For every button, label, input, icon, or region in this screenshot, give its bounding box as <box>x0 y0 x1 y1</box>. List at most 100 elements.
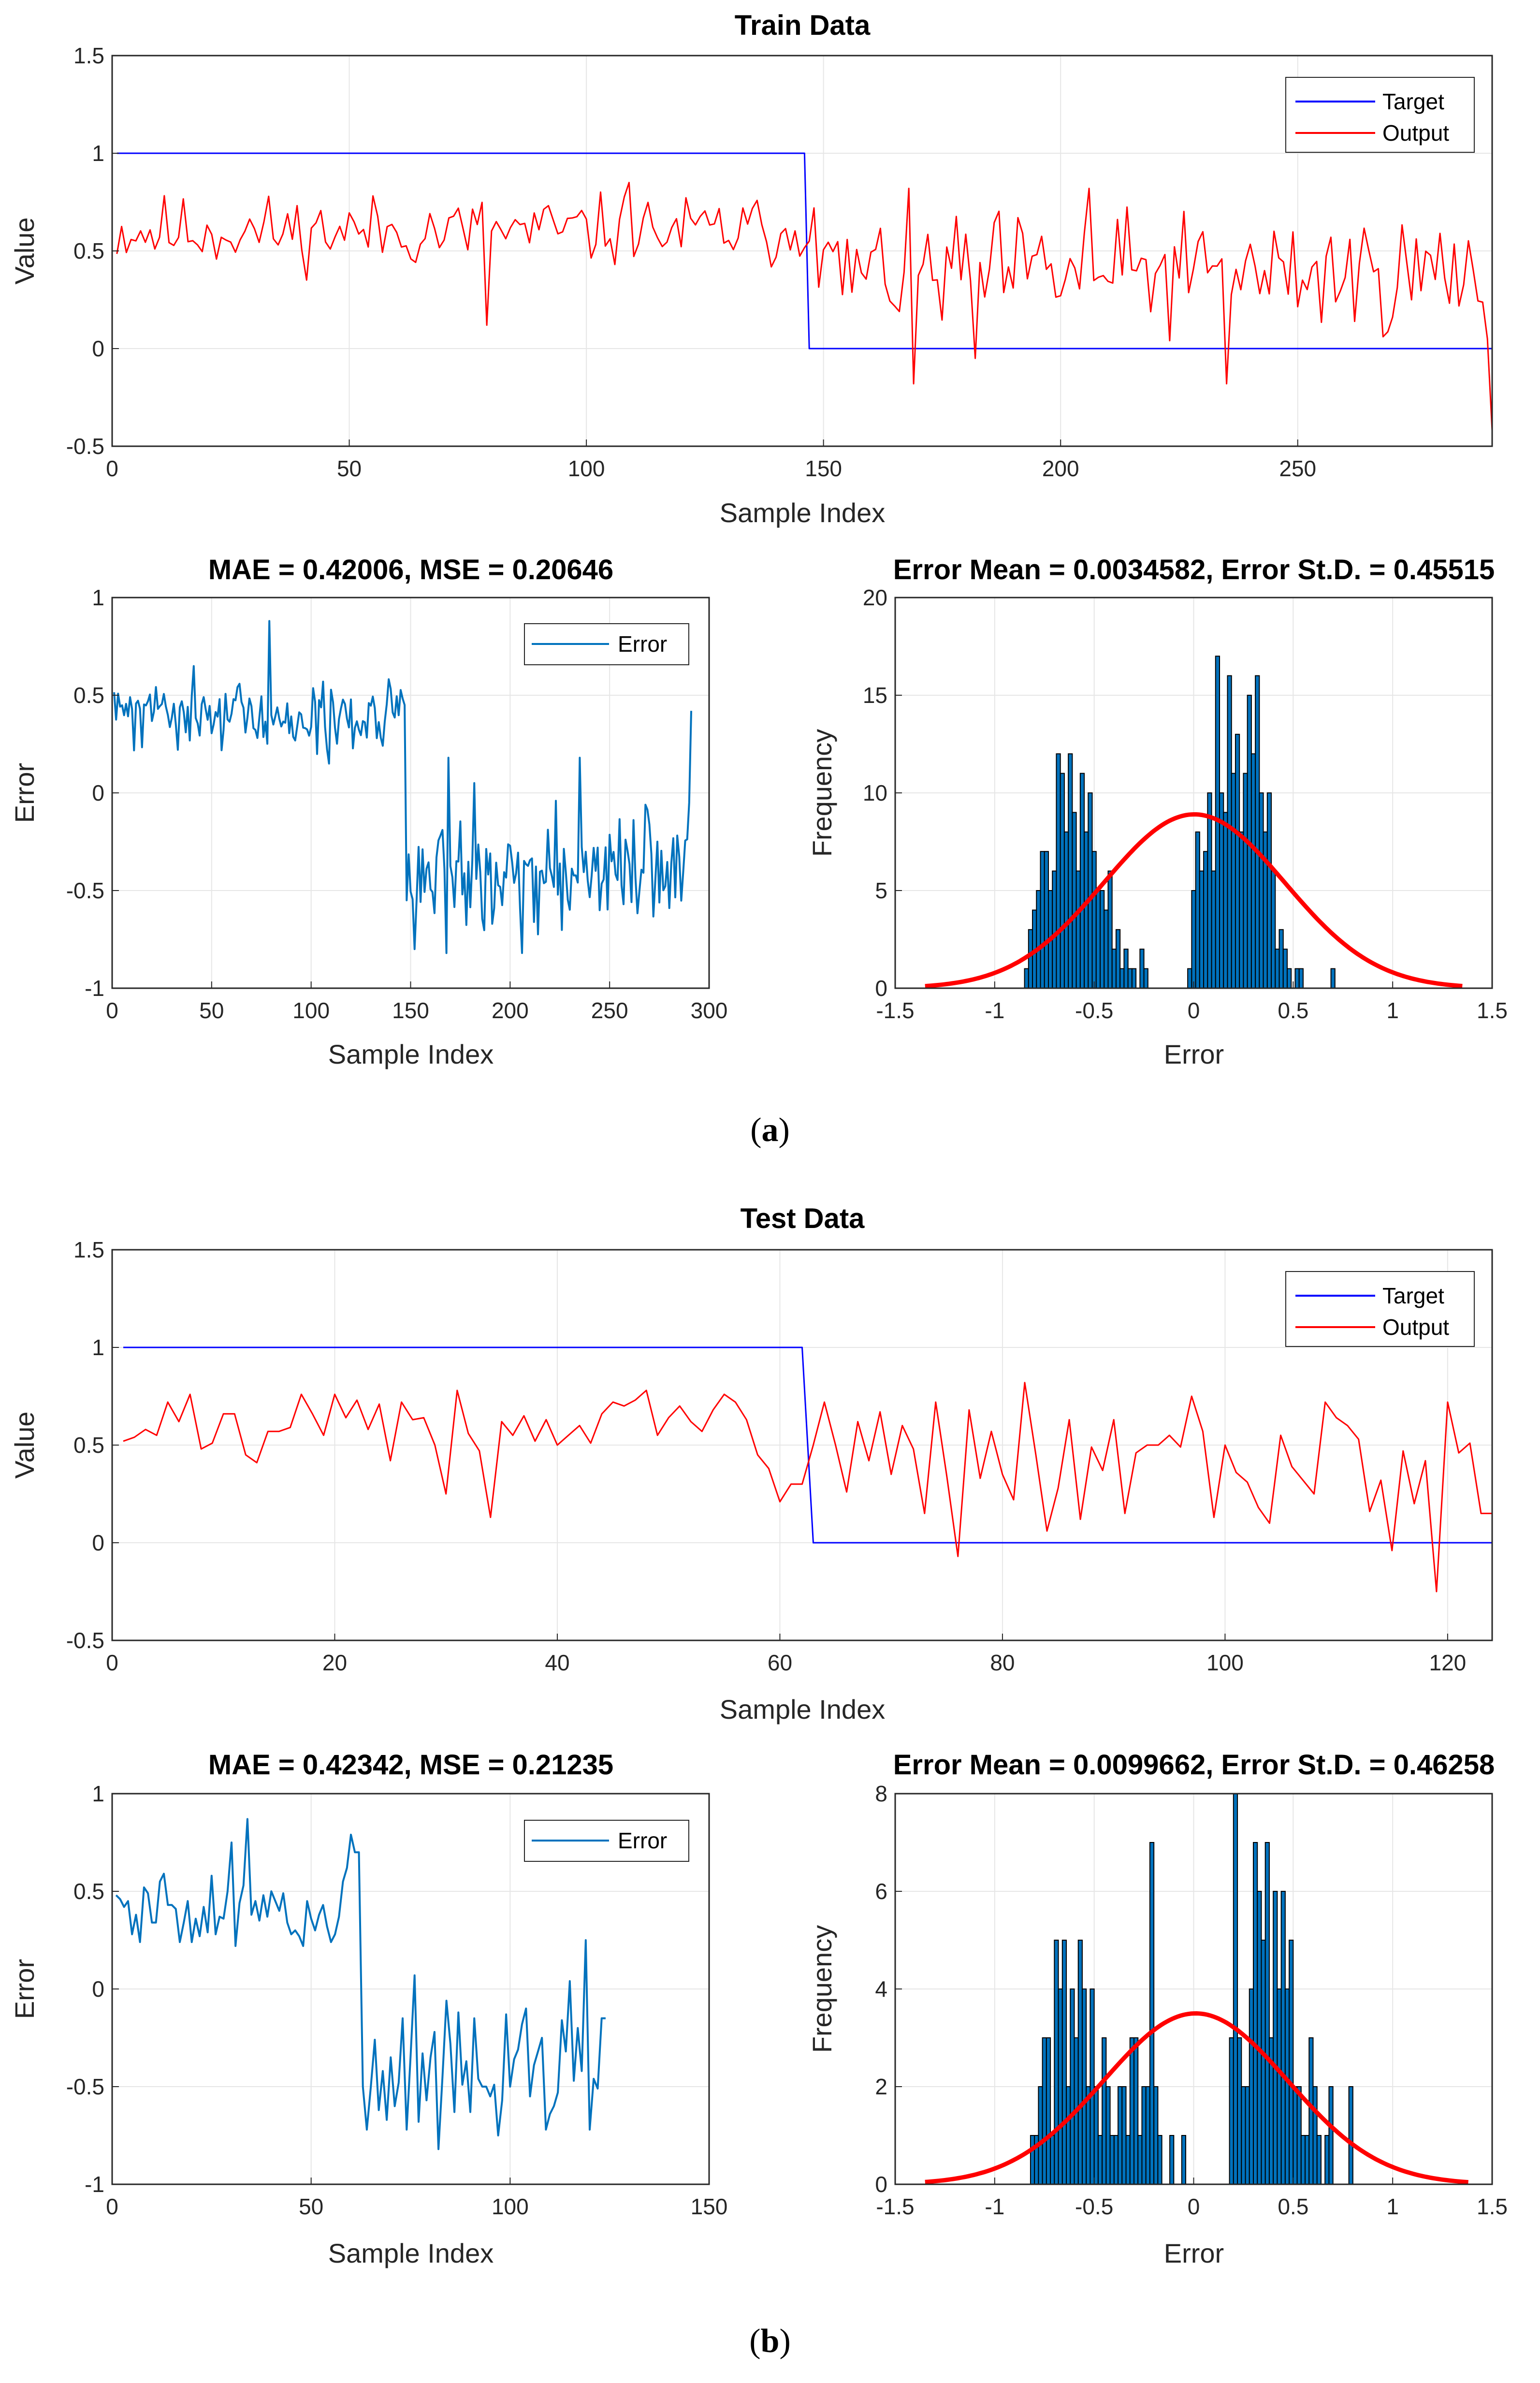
legend: Target Output <box>1285 1271 1475 1347</box>
x-tick-label: 0.5 <box>1278 2194 1308 2219</box>
x-tick-label: 50 <box>337 456 362 481</box>
histogram-bar <box>1282 949 1288 989</box>
output-series-line <box>116 182 1493 431</box>
chart-title: MAE = 0.42342, MSE = 0.21235 <box>208 1749 613 1781</box>
y-axis-label: Frequency <box>807 1925 837 2053</box>
histogram-bar <box>1237 2037 1242 2185</box>
x-tick-label: 80 <box>990 1650 1015 1675</box>
histogram-bar <box>1223 812 1228 989</box>
x-tick-label: -0.5 <box>1075 998 1113 1023</box>
y-axis-label: Error <box>9 763 40 823</box>
histogram-bar <box>1145 2086 1150 2185</box>
histogram-bar <box>1286 968 1292 989</box>
histogram-bar <box>1211 870 1216 989</box>
histogram-bar <box>1263 831 1268 989</box>
y-tick-label: 0 <box>92 1976 104 2002</box>
histogram-bar <box>1280 1891 1286 2185</box>
x-tick-label: 1 <box>1386 2194 1399 2219</box>
histogram-bar <box>1294 968 1300 989</box>
test-error-chart: MAE = 0.42342, MSE = 0.21235 0 50 100 150 -1… <box>9 1749 727 2268</box>
x-tick-label: 100 <box>292 998 330 1023</box>
legend: Target Output <box>1285 77 1475 153</box>
histogram-bar <box>1187 968 1192 989</box>
histogram-bar <box>1058 1988 1063 2185</box>
y-tick-label: 0.5 <box>73 1879 104 1904</box>
histogram-bar <box>1088 792 1093 989</box>
x-tick-label: 0.5 <box>1278 998 1308 1023</box>
histogram-bar <box>1079 773 1085 989</box>
x-axis-label: Error <box>1164 1039 1224 1069</box>
x-tick-label: 0 <box>106 998 118 1023</box>
histogram-bar <box>1243 773 1248 989</box>
legend-label-error: Error <box>618 631 667 657</box>
x-axis-label: Sample Index <box>328 1039 494 1069</box>
x-tick-label: 150 <box>392 998 429 1023</box>
histogram-bar <box>1235 733 1240 989</box>
histogram-bar <box>1137 2135 1143 2185</box>
histogram-bar <box>1296 2086 1302 2185</box>
y-tick-label: 0.5 <box>73 1433 104 1458</box>
test-data-chart: Test Data 0 20 40 60 80 100 120-0.500.511.5 Sa… <box>9 1203 1493 1725</box>
y-tick-label: 1.5 <box>73 43 104 68</box>
chart-title: Error Mean = 0.0034582, Error St.D. = 0.… <box>893 554 1495 585</box>
histogram-bar <box>1253 1842 1258 2185</box>
train-data-chart: Train Data 0 50 100 150 200 250-0.500.511.5 S… <box>9 10 1493 528</box>
y-tick-label: 1.5 <box>73 1237 104 1262</box>
histogram-bar <box>1275 949 1280 989</box>
x-tick-label: 0 <box>106 1650 118 1675</box>
y-tick-label: 10 <box>863 780 887 805</box>
histogram-bar <box>1119 968 1125 989</box>
chart-title: Test Data <box>741 1203 865 1234</box>
histogram-bar <box>1072 812 1077 989</box>
histogram-bar <box>1044 851 1049 989</box>
histogram-bar <box>1153 2086 1159 2185</box>
series-lines <box>113 620 692 954</box>
legend-label-output: Output <box>1382 1315 1449 1340</box>
histogram-bar <box>1131 968 1137 989</box>
y-tick-label: 0 <box>875 2172 887 2197</box>
y-tick-label: 0 <box>875 976 887 1001</box>
legend-label-target: Target <box>1382 89 1444 114</box>
series-lines <box>116 152 1493 431</box>
histogram-bars <box>925 1793 1468 2185</box>
output-series-line <box>123 1382 1492 1593</box>
x-tick-label: 200 <box>492 998 529 1023</box>
x-tick-label: -1 <box>985 998 1004 1023</box>
train-error-histogram: Error Mean = 0.0034582, Error St.D. = 0.… <box>807 554 1508 1069</box>
histogram-bar <box>1056 753 1061 989</box>
histogram-bar <box>1245 2086 1250 2185</box>
histogram-bar <box>1118 2086 1123 2185</box>
histogram-bar <box>1125 2135 1131 2185</box>
legend-label-output: Output <box>1382 120 1449 146</box>
error-series-line <box>113 620 692 954</box>
x-tick-label: 200 <box>1042 456 1079 481</box>
histogram-bar <box>1046 2037 1051 2185</box>
histogram-bar <box>1038 2086 1043 2185</box>
histogram-bar <box>1277 1988 1282 2185</box>
histogram-bar <box>1054 1940 1059 2185</box>
x-tick-label: 50 <box>199 998 224 1023</box>
y-tick-label: 2 <box>875 2074 887 2099</box>
histogram-bar <box>1042 2037 1047 2185</box>
histogram-bar <box>1113 2135 1119 2185</box>
tick-labels: 0 20 40 60 80 100 120-0.500.511.5 <box>66 1237 1467 1675</box>
y-tick-label: 0 <box>92 1530 104 1555</box>
x-tick-label: 150 <box>805 456 842 481</box>
panel-label-b: (b) <box>749 2323 791 2360</box>
y-tick-label: -0.5 <box>66 878 104 903</box>
x-axis-label: Error <box>1164 2238 1224 2268</box>
y-tick-label: 1 <box>92 1781 104 1806</box>
chart-title: MAE = 0.42006, MSE = 0.20646 <box>208 554 613 585</box>
histogram-bar <box>1115 929 1121 989</box>
histogram-bar <box>1328 2086 1334 2185</box>
y-tick-label: 0 <box>92 336 104 361</box>
histogram-bar <box>1028 929 1033 989</box>
tick-labels: 0 50 100 150 -1 -0.5 0 0.5 1 <box>66 1781 728 2219</box>
histogram-bar <box>1278 929 1284 989</box>
histogram-bar <box>1203 851 1208 989</box>
y-tick-label: 20 <box>863 585 887 610</box>
histogram-bar <box>1129 2037 1134 2185</box>
x-axis-label: Sample Index <box>328 2238 494 2268</box>
y-tick-label: 1 <box>92 585 104 610</box>
histogram-bar <box>1123 949 1129 989</box>
